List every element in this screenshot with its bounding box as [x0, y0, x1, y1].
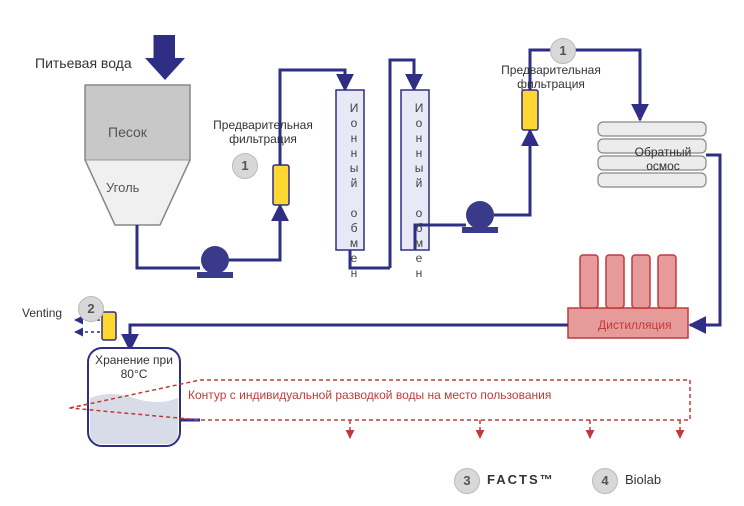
- label-coal: Уголь: [106, 180, 139, 195]
- badge-facts: 3: [454, 468, 480, 494]
- label-storage: Хранение при 80°C: [95, 354, 173, 382]
- diagram-stage: Питьевая вода Песок Уголь Предварительна…: [0, 0, 744, 506]
- label-input-water: Питьевая вода: [35, 55, 132, 71]
- label-prefilt-2: Предварительная фильтрация: [481, 63, 621, 91]
- badge-prefilt-1: 1: [232, 153, 258, 179]
- label-loop: Контур с индивидуальной разводкой воды н…: [188, 388, 551, 402]
- label-distill: Дистилляция: [598, 318, 672, 332]
- label-ion-2: Ионный обмен: [412, 101, 426, 281]
- label-facts: FACTS™: [487, 472, 555, 487]
- diagram-svg: [0, 0, 744, 506]
- label-osmosis: Обратный осмос: [623, 145, 703, 173]
- label-sand: Песок: [108, 124, 147, 140]
- badge-prefilt-2: 1: [550, 38, 576, 64]
- badge-biolab: 4: [592, 468, 618, 494]
- label-venting: Venting: [22, 306, 62, 320]
- label-prefilt-1: Предварительная фильтрация: [198, 118, 328, 146]
- label-ion-1: Ионный обмен: [347, 101, 361, 281]
- label-biolab: Biolab: [625, 472, 661, 487]
- badge-venting: 2: [78, 296, 104, 322]
